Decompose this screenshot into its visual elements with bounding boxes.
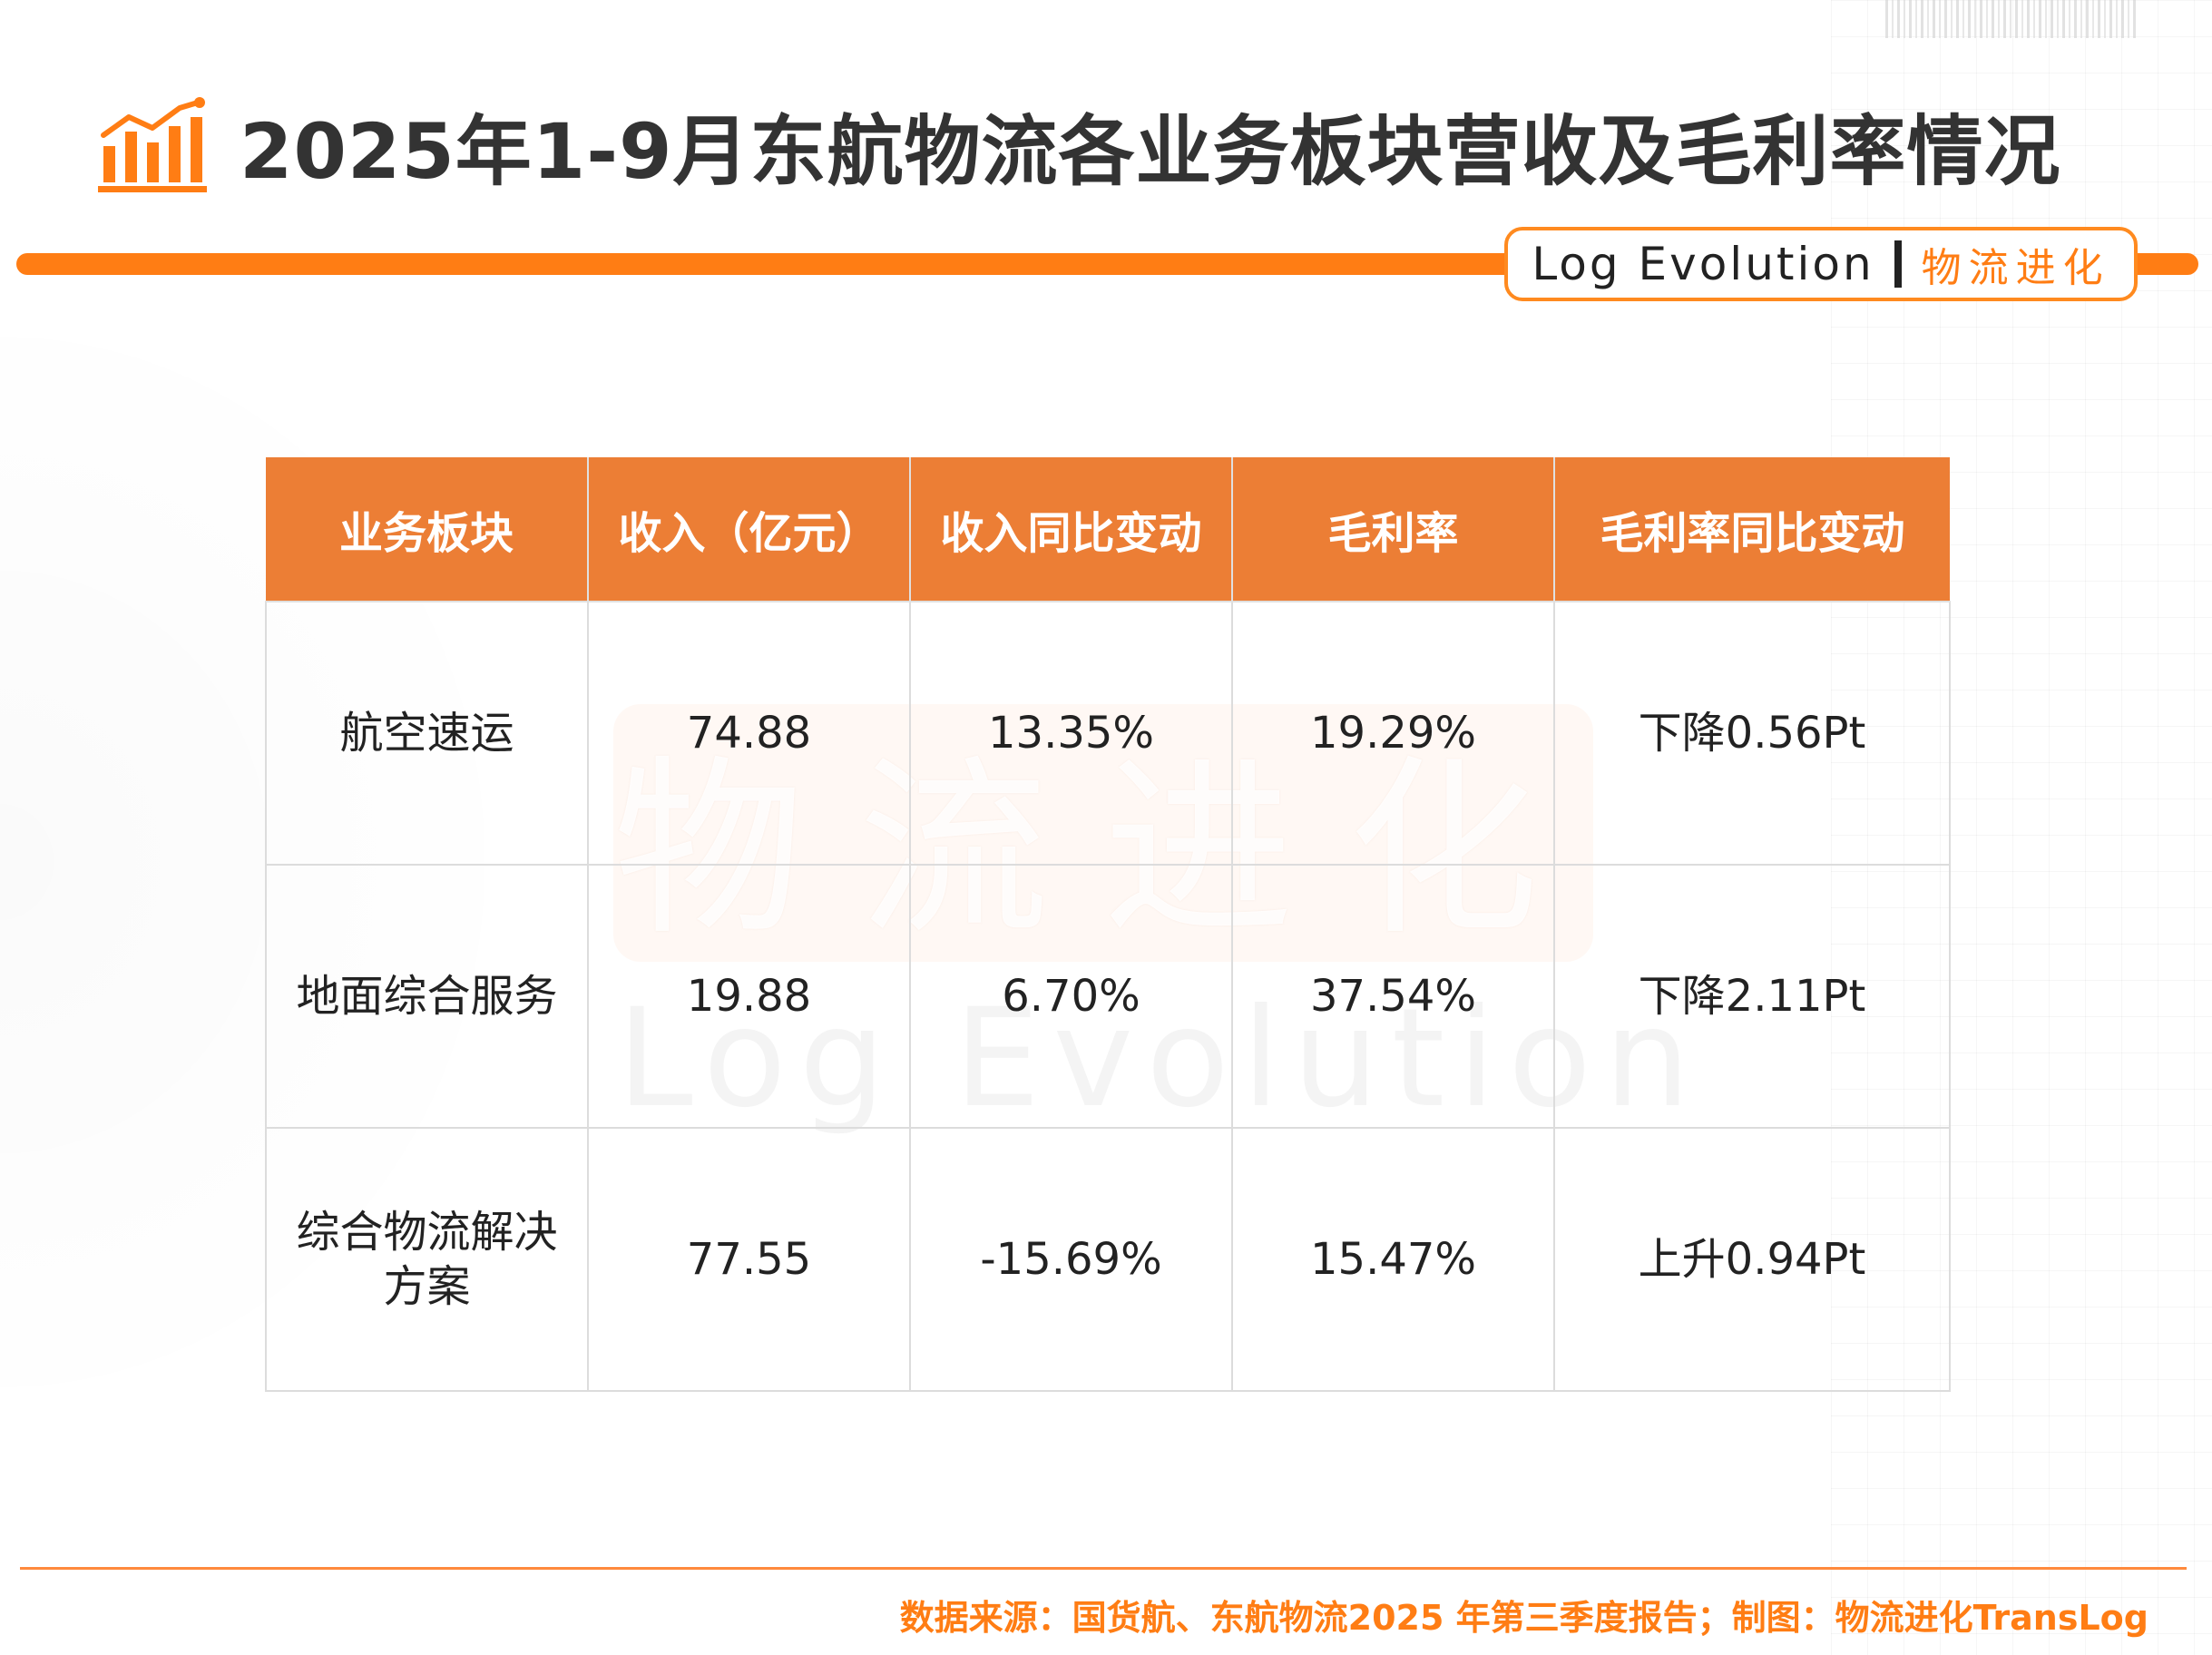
cell-revenue: 19.88: [587, 864, 911, 1129]
cell-revenue: 77.55: [587, 1127, 911, 1392]
page-title: 2025年1-9月东航物流各业务板块营收及毛利率情况: [240, 106, 2061, 196]
column-header-segment: 业务板块: [266, 457, 589, 602]
cell-segment: 地面综合服务: [265, 864, 589, 1129]
cell-gross-margin-yoy: 下降0.56Pt: [1553, 601, 1951, 866]
barcode-decoration: [1885, 0, 2139, 38]
cell-revenue-yoy: -15.69%: [909, 1127, 1233, 1392]
brand-name-cn: 物流进化: [1921, 245, 2110, 291]
column-header-gross-margin-yoy: 毛利率同比变动: [1553, 457, 1950, 602]
cell-gross-margin: 15.47%: [1231, 1127, 1555, 1392]
cell-revenue: 74.88: [587, 601, 911, 866]
cell-revenue-yoy: 13.35%: [909, 601, 1233, 866]
brand-badge: Log Evolution 物流进化: [1504, 227, 2138, 301]
table-row: 地面综合服务 19.88 6.70% 37.54% 下降2.11Pt: [265, 864, 1951, 1129]
cell-segment: 航空速运: [265, 601, 589, 866]
table-row: 航空速运 74.88 13.35% 19.29% 下降0.56Pt: [265, 601, 1951, 866]
table-header-row: 业务板块 收入（亿元） 收入同比变动 毛利率 毛利率同比变动: [266, 457, 1950, 602]
cell-gross-margin: 37.54%: [1231, 864, 1555, 1129]
brand-name-en: Log Evolution: [1532, 238, 1874, 290]
cell-gross-margin: 19.29%: [1231, 601, 1555, 866]
cell-gross-margin-yoy: 上升0.94Pt: [1553, 1127, 1951, 1392]
column-header-revenue-yoy: 收入同比变动: [909, 457, 1233, 602]
page-header: 2025年1-9月东航物流各业务板块营收及毛利率情况: [98, 91, 2061, 200]
segment-table: 业务板块 收入（亿元） 收入同比变动 毛利率 毛利率同比变动 航空速运 74.8…: [265, 457, 1951, 1392]
column-header-gross-margin: 毛利率: [1231, 457, 1555, 602]
cell-segment: 综合物流解决方案: [265, 1127, 589, 1392]
table-row: 综合物流解决方案 77.55 -15.69% 15.47% 上升0.94Pt: [265, 1127, 1951, 1392]
bar-chart-trend-icon: [98, 97, 207, 192]
cell-revenue-yoy: 6.70%: [909, 864, 1233, 1129]
cell-gross-margin-yoy: 下降2.11Pt: [1553, 864, 1951, 1129]
column-header-revenue: 收入（亿元）: [587, 457, 911, 602]
source-note: 数据来源：国货航、东航物流2025 年第三季度报告；制图：物流进化TransLo…: [899, 1598, 2148, 1638]
footer-divider: [20, 1567, 2187, 1570]
brand-separator: [1894, 240, 1902, 288]
